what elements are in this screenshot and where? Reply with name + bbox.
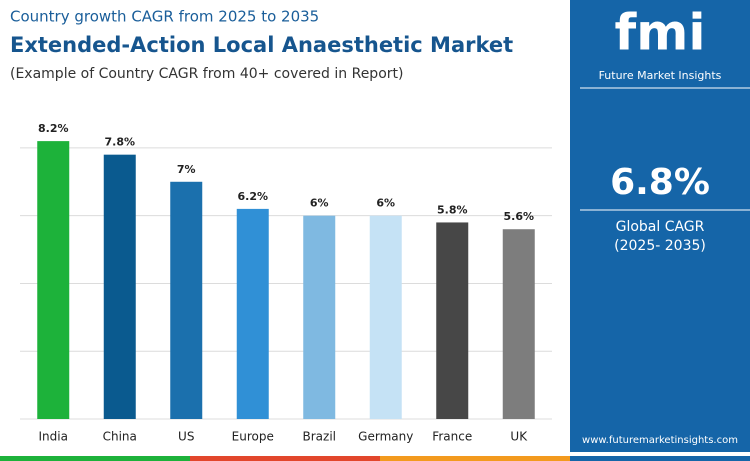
footer-strip (0, 456, 190, 461)
bar (170, 181, 203, 419)
value-label: 7.8% (104, 136, 135, 149)
logo: fmi (615, 4, 706, 62)
bar (369, 215, 402, 419)
value-label: 6.2% (237, 190, 268, 203)
bar (103, 154, 136, 419)
bar (502, 229, 535, 419)
value-label: 8.2% (38, 122, 69, 135)
x-tick-label: Brazil (303, 430, 337, 444)
global-value: 6.8% (610, 162, 710, 203)
x-tick-label: China (103, 430, 137, 444)
brand: Future Market Insights (599, 69, 722, 82)
value-label: 7% (177, 163, 196, 176)
value-label: 5.6% (503, 210, 534, 223)
sidebar-panel (570, 0, 750, 452)
bar (236, 208, 269, 419)
bar (303, 215, 336, 419)
x-tick-label: UK (510, 430, 528, 444)
footer-strip (570, 456, 750, 461)
x-tick-label: Germany (358, 430, 413, 444)
bar (37, 141, 70, 419)
chart-note: (Example of Country CAGR from 40+ covere… (10, 66, 403, 82)
chart-subtitle: Country growth CAGR from 2025 to 2035 (10, 8, 319, 26)
x-tick-label: France (432, 430, 472, 444)
bar (436, 222, 469, 419)
value-label: 6% (310, 197, 329, 210)
global-period: (2025- 2035) (614, 238, 706, 254)
chart-title: Extended-Action Local Anaesthetic Market (10, 33, 513, 57)
x-tick-label: US (178, 430, 194, 444)
website: www.futuremarketinsights.com (582, 435, 738, 446)
value-label: 6% (376, 197, 395, 210)
x-tick-label: India (39, 430, 68, 444)
value-label: 5.8% (437, 203, 468, 216)
footer-strip (380, 456, 570, 461)
footer-strip (190, 456, 380, 461)
x-tick-label: Europe (232, 430, 274, 444)
global-label: Global CAGR (616, 219, 705, 235)
